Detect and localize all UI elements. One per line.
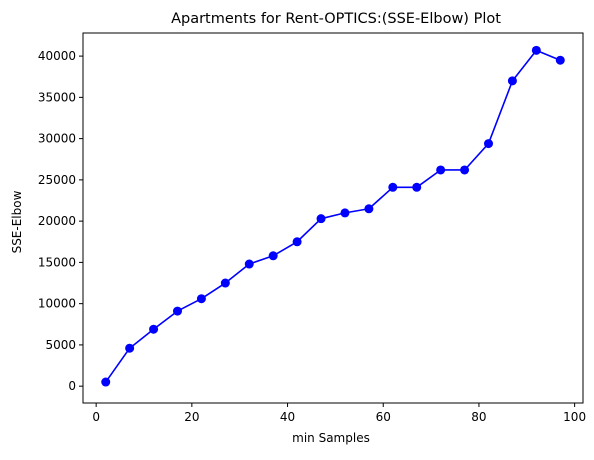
data-point xyxy=(125,343,135,353)
y-tick-label: 25000 xyxy=(38,173,76,187)
chart-title: Apartments for Rent-OPTICS:(SSE-Elbow) P… xyxy=(171,11,501,27)
y-tick-label: 20000 xyxy=(38,214,76,228)
x-tick-label: 60 xyxy=(376,410,391,424)
plot-area: 0 20 40 60 80 100 0 5000 10000 15000 20000 25000 300… xyxy=(38,32,586,424)
y-tick-label: 5000 xyxy=(45,338,76,352)
data-point xyxy=(149,324,159,334)
y-axis-label: SSE-Elbow xyxy=(10,190,24,253)
data-point xyxy=(460,165,470,175)
data-point xyxy=(316,214,326,224)
y-tick-label: 40000 xyxy=(38,49,76,63)
series-line xyxy=(105,49,561,383)
data-point xyxy=(101,377,111,387)
plot-frame xyxy=(82,32,584,404)
data-point xyxy=(172,306,182,316)
x-tick-label: 80 xyxy=(471,410,486,424)
x-tick-label: 20 xyxy=(184,410,199,424)
data-point xyxy=(507,76,517,86)
x-tick-label: 100 xyxy=(563,410,586,424)
data-point xyxy=(412,182,422,192)
data-point xyxy=(292,237,302,247)
x-tick-label: 0 xyxy=(92,410,100,424)
y-tick-label: 35000 xyxy=(38,90,76,104)
data-point xyxy=(555,55,565,65)
data-point xyxy=(388,182,398,192)
x-axis-label: min Samples xyxy=(292,431,370,445)
data-point xyxy=(340,208,350,218)
x-tick-label: 40 xyxy=(280,410,295,424)
data-point xyxy=(436,165,446,175)
data-point xyxy=(244,259,254,269)
data-point xyxy=(220,278,230,288)
data-point xyxy=(484,139,494,149)
data-point xyxy=(364,204,374,214)
y-tick-label: 30000 xyxy=(38,132,76,146)
data-point xyxy=(196,294,206,304)
y-tick-label: 10000 xyxy=(38,297,76,311)
data-point xyxy=(531,45,541,55)
data-point xyxy=(268,251,278,261)
y-tick-label: 15000 xyxy=(38,255,76,269)
y-tick-label: 0 xyxy=(68,379,76,393)
